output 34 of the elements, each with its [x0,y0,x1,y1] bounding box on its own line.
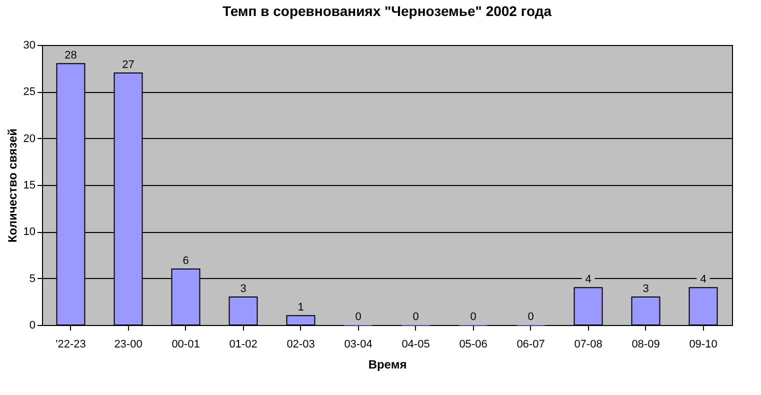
x-tick-label: 00-01 [172,338,200,350]
chart-title: Темп в соревнованиях "Черноземье" 2002 года [222,3,552,19]
data-label: 27 [122,59,134,71]
y-tick-label: 15 [23,180,36,192]
data-label: 0 [355,311,362,323]
x-tick-label: 06-07 [516,338,545,350]
data-label: 1 [298,302,304,314]
data-label: 28 [64,50,77,62]
x-tick-label: 23-00 [114,338,142,350]
data-label: 0 [470,311,476,323]
x-tick-label: 01-02 [229,338,258,350]
data-label: 0 [412,311,419,323]
x-tick-label: '22-23 [56,338,86,350]
y-tick-label: 20 [23,132,36,145]
y-tick-label: 25 [23,86,36,98]
x-tick-label: 05-06 [459,338,488,350]
data-label: 4 [700,274,706,286]
y-tick-label: 0 [29,320,36,332]
x-tick-label: 04-05 [402,338,430,350]
x-axis-title: Время [368,358,407,372]
data-label: 6 [182,255,189,267]
data-label: 3 [642,283,649,295]
x-tick-label: 03-04 [344,338,372,350]
x-tick-label: 02-03 [286,338,315,350]
y-tick-label: 5 [29,272,36,285]
y-tick-label: 10 [23,226,36,238]
data-label: 0 [528,311,534,323]
y-tick-label: 30 [23,40,36,52]
y-axis-title: Количество связей [5,128,20,243]
x-tick-label: 09-10 [689,338,718,350]
x-tick-label: 08-09 [632,338,660,350]
data-label: 3 [240,283,246,295]
data-label: 4 [585,274,592,286]
x-tick-label: 07-08 [574,338,602,350]
